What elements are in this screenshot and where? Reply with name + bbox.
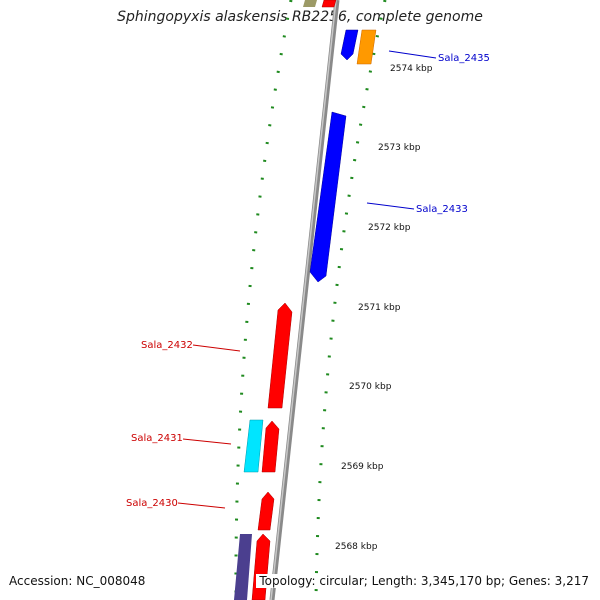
feature-sala-2430 bbox=[257, 491, 275, 531]
tick-label-2572: 2572 kbp bbox=[368, 223, 411, 233]
feature-sala-2431-red bbox=[261, 420, 280, 473]
gene-label-sala-2431[interactable]: Sala_2431 bbox=[131, 433, 183, 444]
leader-sala-2430 bbox=[177, 502, 226, 509]
feature-sala-2432 bbox=[267, 302, 293, 409]
gene-label-sala-2435[interactable]: Sala_2435 bbox=[438, 53, 490, 64]
accession-label: Accession: NC_008048 bbox=[6, 574, 149, 588]
feature-sala-2431-cyan bbox=[243, 419, 264, 473]
tick-label-2573: 2573 kbp bbox=[378, 143, 421, 153]
map-title: Sphingopyxis alaskensis RB2256, complete… bbox=[117, 9, 483, 25]
tick-label-2568: 2568 kbp bbox=[335, 542, 378, 552]
feature-purple bbox=[234, 534, 252, 600]
feature-bottom-red bbox=[251, 533, 271, 600]
feature-olive bbox=[303, 0, 317, 7]
gene-label-sala-2432[interactable]: Sala_2432 bbox=[141, 340, 193, 351]
leader-sala-2433 bbox=[366, 202, 415, 210]
leader-sala-2432 bbox=[192, 344, 241, 352]
tick-label-2571: 2571 kbp bbox=[358, 303, 401, 313]
genome-backbone bbox=[269, 0, 340, 600]
gene-label-sala-2433[interactable]: Sala_2433 bbox=[416, 204, 468, 215]
feature-sala-2435-orange bbox=[356, 29, 377, 65]
feature-sala-2433 bbox=[309, 111, 347, 283]
genome-backbone-highlight bbox=[270, 0, 337, 600]
tick-label-2569: 2569 kbp bbox=[341, 462, 384, 472]
leader-sala-2431 bbox=[182, 438, 232, 445]
topology-summary: Topology: circular; Length: 3,345,170 bp… bbox=[256, 574, 592, 588]
feature-top-red bbox=[321, 0, 337, 8]
gene-label-sala-2430[interactable]: Sala_2430 bbox=[126, 498, 178, 509]
tick-label-2570: 2570 kbp bbox=[349, 382, 392, 392]
tick-label-2574: 2574 kbp bbox=[390, 64, 433, 74]
leader-sala-2435 bbox=[388, 50, 437, 59]
feature-sala-2435-blue bbox=[340, 29, 359, 61]
